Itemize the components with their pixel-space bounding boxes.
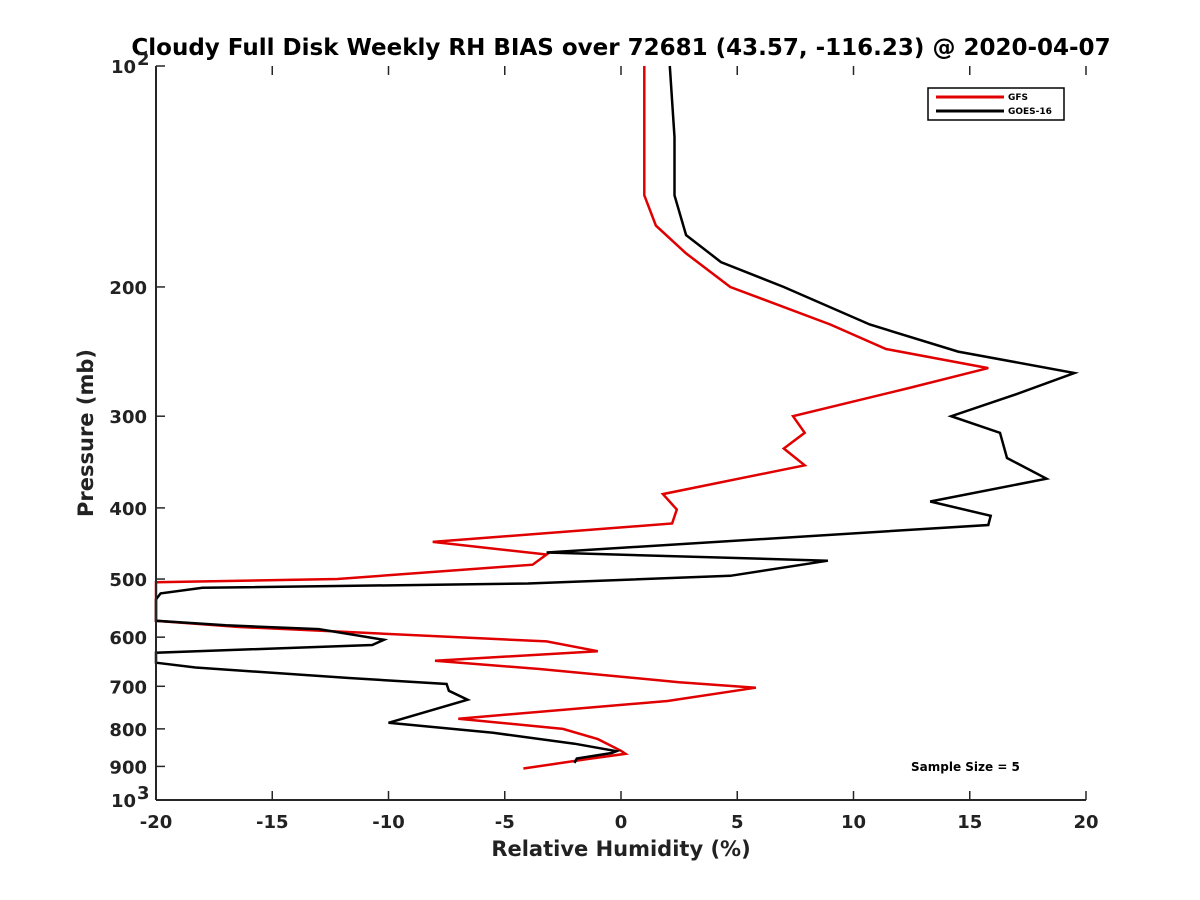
y-axis-label: Pressure (mb): [74, 349, 98, 517]
series-line-goes-16: [154, 65, 1080, 764]
legend-label-goes16: GOES-16: [1008, 107, 1052, 117]
x-tick-label: -20: [140, 812, 173, 833]
y-tick-label: 700: [109, 677, 147, 698]
x-axis-ticks: -20 -15 -10 -5 0 5 10 15 20: [140, 66, 1099, 833]
x-tick-label: 20: [1073, 812, 1098, 833]
y-tick-exponent: 2: [137, 49, 150, 70]
x-tick-label: -5: [495, 812, 515, 833]
y-tick-label: 200: [109, 278, 147, 299]
series-line-gfs: [154, 66, 989, 770]
x-tick-label: 5: [731, 812, 744, 833]
x-tick-label: -15: [256, 812, 289, 833]
series-layer: [154, 65, 1080, 770]
y-tick-label: 900: [109, 757, 147, 778]
y-tick-label: 600: [109, 628, 147, 649]
y-tick-label: 800: [109, 720, 147, 741]
y-tick-label: 10: [111, 791, 136, 812]
x-tick-label: 10: [841, 812, 866, 833]
x-tick-label: 0: [615, 812, 628, 833]
legend-box: [927, 87, 1065, 121]
legend: GFS GOES-16: [927, 87, 1065, 121]
y-tick-label: 10: [111, 57, 136, 78]
y-tick-label: 400: [109, 499, 147, 520]
x-axis-label: Relative Humidity (%): [491, 837, 750, 861]
sample-size-annotation: Sample Size = 5: [911, 760, 1020, 774]
y-tick-label: 300: [109, 407, 147, 428]
x-tick-label: -10: [372, 812, 405, 833]
y-tick-label: 500: [109, 570, 147, 591]
x-tick-label: 15: [957, 812, 982, 833]
y-tick-exponent: 3: [137, 783, 150, 804]
chart-title: Cloudy Full Disk Weekly RH BIAS over 726…: [131, 35, 1110, 61]
legend-label-gfs: GFS: [1008, 93, 1028, 103]
plot-area: [156, 66, 1086, 800]
